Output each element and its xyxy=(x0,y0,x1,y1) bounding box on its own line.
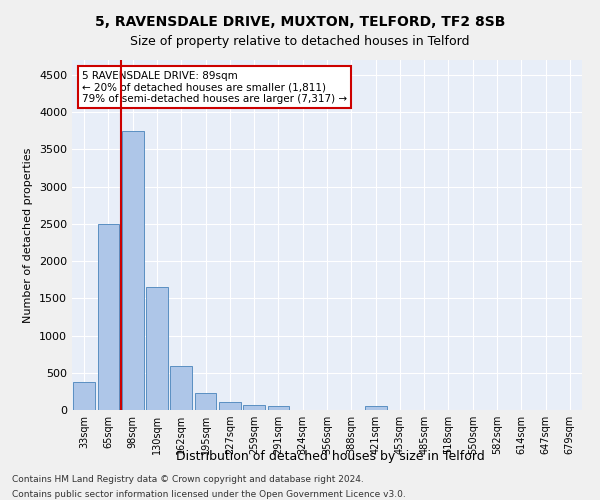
Bar xyxy=(365,406,386,410)
Bar xyxy=(219,402,241,410)
Bar xyxy=(243,405,265,410)
Text: Size of property relative to detached houses in Telford: Size of property relative to detached ho… xyxy=(130,35,470,48)
Y-axis label: Number of detached properties: Number of detached properties xyxy=(23,148,34,322)
Text: Contains public sector information licensed under the Open Government Licence v3: Contains public sector information licen… xyxy=(12,490,406,499)
Bar xyxy=(122,130,143,410)
Text: Contains HM Land Registry data © Crown copyright and database right 2024.: Contains HM Land Registry data © Crown c… xyxy=(12,475,364,484)
Bar xyxy=(97,224,119,410)
Text: Distribution of detached houses by size in Telford: Distribution of detached houses by size … xyxy=(176,450,484,463)
Text: 5 RAVENSDALE DRIVE: 89sqm
← 20% of detached houses are smaller (1,811)
79% of se: 5 RAVENSDALE DRIVE: 89sqm ← 20% of detac… xyxy=(82,70,347,104)
Bar xyxy=(268,406,289,410)
Bar xyxy=(73,382,95,410)
Bar xyxy=(146,287,168,410)
Text: 5, RAVENSDALE DRIVE, MUXTON, TELFORD, TF2 8SB: 5, RAVENSDALE DRIVE, MUXTON, TELFORD, TF… xyxy=(95,15,505,29)
Bar xyxy=(194,393,217,410)
Bar xyxy=(170,366,192,410)
